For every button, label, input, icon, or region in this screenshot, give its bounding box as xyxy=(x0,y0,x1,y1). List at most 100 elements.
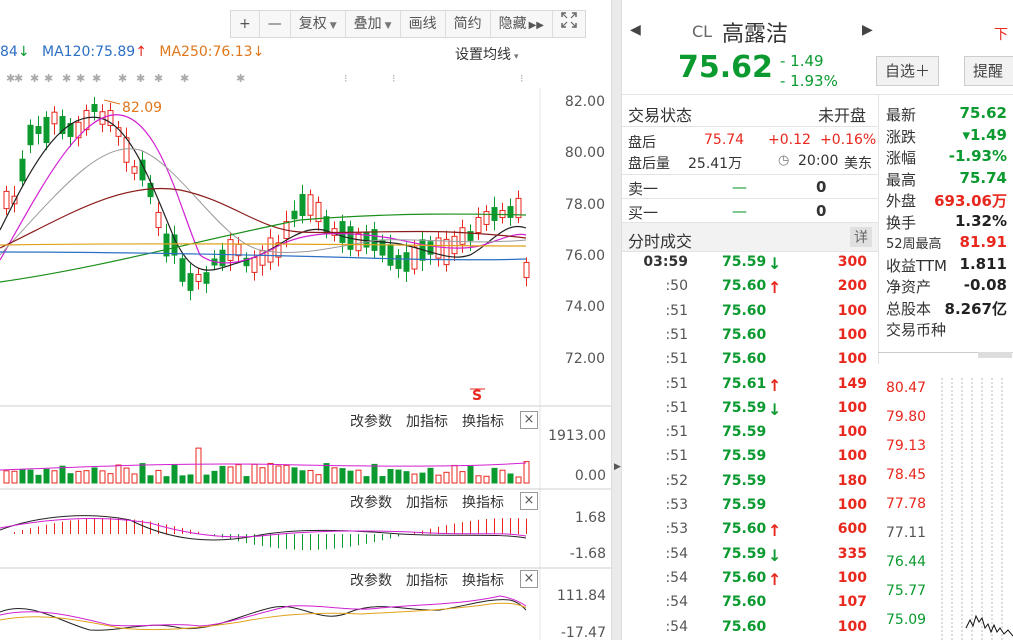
stat-label: 最高 xyxy=(886,170,917,189)
dividend-s-marker[interactable]: S xyxy=(472,388,482,404)
candle-body xyxy=(435,237,442,259)
tick-row: :51 75.59 ↓ 100 xyxy=(622,400,878,424)
volume-add-indicator-button[interactable]: 加指标 xyxy=(406,414,448,430)
volume-y-tick: 1913.00 xyxy=(548,428,606,444)
tick-list[interactable]: 03:59 75.59 ↓ 300:50 75.60 ↑ 200:51 75.60 100:51… xyxy=(622,254,878,640)
zoom-in-button[interactable]: + xyxy=(231,11,260,37)
expand-icon[interactable] xyxy=(553,11,585,37)
set-ma-label: 设置均线 xyxy=(455,47,511,63)
intraday-mini-chart[interactable]: 80.47 79.80 79.13 78.45 77.78 77.11 76.44 75.77… xyxy=(880,370,1013,640)
macd-swap-indicator-button[interactable]: 换指标 xyxy=(462,495,504,511)
high-price-label: 82.09 xyxy=(122,100,162,116)
tick-time: :54 xyxy=(665,545,688,562)
macd-edit-params-button[interactable]: 改参数 xyxy=(350,495,392,511)
macd-close-icon[interactable]: × xyxy=(520,492,538,510)
add-watchlist-button[interactable]: 自选＋ xyxy=(876,56,940,86)
kdj-edit-params-button[interactable]: 改参数 xyxy=(350,573,392,589)
simple-mode-button[interactable]: 简约 xyxy=(446,11,491,37)
overlay-dropdown[interactable]: 叠加 ▼ xyxy=(346,11,401,37)
scroll-handle[interactable] xyxy=(978,352,1012,358)
mini-y-tick: 75.09 xyxy=(886,612,927,628)
panel-splitter[interactable]: ▶ xyxy=(611,0,622,640)
trade-status-value: 未开盘 xyxy=(818,106,867,125)
stat-value: 1.32% xyxy=(954,211,1007,230)
volume-bar xyxy=(243,476,250,484)
volume-bar xyxy=(459,471,466,484)
volume-bar xyxy=(131,473,138,484)
hide-panel-button[interactable]: 隐藏 ▶▶ xyxy=(491,11,553,37)
event-star-icon: ✱ xyxy=(14,72,23,85)
event-markers: ✱✱ ✱ ✱ ✱ ✱ ✱ ✱ ✱ ✱ ✱ ✱ ⁝ ⁝ ⁝ xyxy=(6,72,524,85)
tick-volume: 100 xyxy=(837,618,867,635)
event-star-icon: ⁝ xyxy=(344,72,348,85)
tick-volume: 100 xyxy=(837,399,867,416)
after-hours-tz: 美东 xyxy=(844,156,872,172)
macd-y-tick: -1.68 xyxy=(569,546,606,562)
kdj-swap-indicator-button[interactable]: 换指标 xyxy=(462,573,504,589)
tick-time: :54 xyxy=(665,618,688,635)
volume-bar xyxy=(435,474,442,484)
hide-label: 隐藏 xyxy=(498,16,527,32)
tick-volume: 100 xyxy=(837,424,867,441)
candle-body xyxy=(227,239,234,261)
after-hours-price: 75.74 xyxy=(704,132,745,148)
fuquan-dropdown[interactable]: 复权 ▼ xyxy=(291,11,346,37)
volume-bar xyxy=(51,470,58,484)
tick-price: 75.60 xyxy=(722,594,767,611)
down-arrow-icon: ↓ xyxy=(252,44,265,60)
stat-label: 总股本 xyxy=(886,299,932,318)
kdj-close-icon[interactable]: × xyxy=(520,570,538,588)
chevron-down-icon: ▼ xyxy=(329,21,337,31)
set-ma-button[interactable]: 设置均线 ▾ xyxy=(455,44,519,64)
tick-volume: 107 xyxy=(837,594,867,611)
tick-volume: 600 xyxy=(837,521,867,538)
bid1-price: — xyxy=(732,202,747,220)
volume-swap-indicator-button[interactable]: 换指标 xyxy=(462,414,504,430)
tick-detail-button[interactable]: 详 xyxy=(850,227,872,247)
alert-button[interactable]: 提醒 xyxy=(964,56,1013,86)
candle-body xyxy=(3,190,10,210)
trade-status-label: 交易状态 xyxy=(628,106,693,125)
tick-price: 75.59 xyxy=(722,424,767,441)
volume-bar xyxy=(251,463,258,484)
kdj-d-line xyxy=(0,595,527,627)
stat-label: 净资产 xyxy=(886,278,932,296)
zoom-out-button[interactable]: — xyxy=(260,11,291,37)
tick-row: :52 75.59 180 xyxy=(622,473,878,497)
draw-line-button[interactable]: 画线 xyxy=(401,11,446,37)
volume-bar xyxy=(203,474,210,484)
volume-edit-params-button[interactable]: 改参数 xyxy=(350,414,392,430)
kdj-add-indicator-button[interactable]: 加指标 xyxy=(406,573,448,589)
volume-bar xyxy=(515,476,522,484)
event-star-icon: ✱ xyxy=(44,72,53,85)
candle-body xyxy=(43,116,50,144)
kline-chart-pane[interactable]: + — 复权 ▼ 叠加 ▼ 画线 简约 隐藏 ▶▶ 84↓ MA120:75.89↑ … xyxy=(0,0,611,640)
tick-volume: 180 xyxy=(837,472,867,489)
tick-row: :54 75.60 ↑ 100 xyxy=(622,570,878,594)
candle-body xyxy=(275,242,282,258)
volume-close-icon[interactable]: × xyxy=(520,411,538,429)
candle-body xyxy=(75,121,82,139)
ma250-value: MA250:76.13 xyxy=(159,44,253,60)
candle-body xyxy=(67,122,74,138)
candle-body xyxy=(355,232,362,252)
candle-body xyxy=(195,273,202,283)
tick-row: :53 75.59 100 xyxy=(622,497,878,521)
volume-bar xyxy=(371,463,378,484)
down-arrow-icon: ↓ xyxy=(17,44,30,60)
volume-bar xyxy=(35,474,42,484)
tick-price: 75.60 xyxy=(722,569,767,586)
ma-legend: 84↓ MA120:75.89↑ MA250:76.13↓ xyxy=(0,44,264,60)
collapse-arrow-icon[interactable]: ▶ xyxy=(614,462,621,472)
macd-add-indicator-button[interactable]: 加指标 xyxy=(406,495,448,511)
volume-bar xyxy=(275,465,282,484)
volume-bar xyxy=(67,473,74,484)
volume-bar xyxy=(227,466,234,484)
next-stock-icon[interactable]: ▶ xyxy=(862,22,873,38)
order-link[interactable]: 下 xyxy=(994,27,1008,43)
mini-y-tick: 77.11 xyxy=(886,525,927,541)
volume-bar xyxy=(59,465,66,484)
prev-stock-icon[interactable]: ◀ xyxy=(630,22,641,38)
stat-label: 交易币种 xyxy=(886,321,947,339)
candle-body xyxy=(107,109,114,127)
